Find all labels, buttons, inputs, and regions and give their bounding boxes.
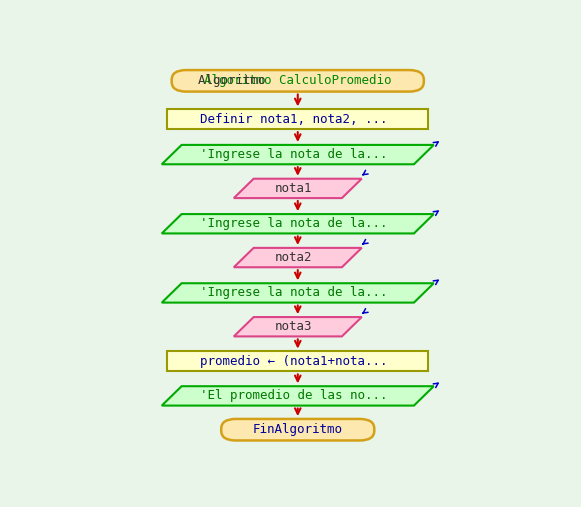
Polygon shape	[162, 386, 434, 406]
Text: nota3: nota3	[274, 320, 312, 333]
Text: 'Ingrese la nota de la...: 'Ingrese la nota de la...	[199, 148, 387, 161]
Polygon shape	[234, 317, 362, 337]
Text: Definir nota1, nota2, ...: Definir nota1, nota2, ...	[199, 113, 387, 126]
Text: promedio ← (nota1+nota...: promedio ← (nota1+nota...	[199, 355, 387, 368]
Text: nota2: nota2	[274, 251, 312, 264]
FancyBboxPatch shape	[172, 70, 424, 92]
Polygon shape	[162, 145, 434, 164]
Polygon shape	[234, 248, 362, 267]
Text: Algoritmo CalculoPromedio: Algoritmo CalculoPromedio	[204, 75, 392, 87]
Bar	[167, 351, 428, 372]
Text: FinAlgoritmo: FinAlgoritmo	[253, 423, 343, 436]
Bar	[167, 109, 428, 129]
Polygon shape	[162, 214, 434, 233]
Text: 'El promedio de las no...: 'El promedio de las no...	[199, 389, 387, 403]
Text: nota1: nota1	[274, 182, 312, 195]
Text: Algoritmo: Algoritmo	[198, 75, 273, 87]
FancyBboxPatch shape	[221, 419, 374, 441]
Text: 'Ingrese la nota de la...: 'Ingrese la nota de la...	[199, 218, 387, 230]
Text: 'Ingrese la nota de la...: 'Ingrese la nota de la...	[199, 286, 387, 300]
Polygon shape	[162, 283, 434, 303]
Polygon shape	[234, 179, 362, 198]
